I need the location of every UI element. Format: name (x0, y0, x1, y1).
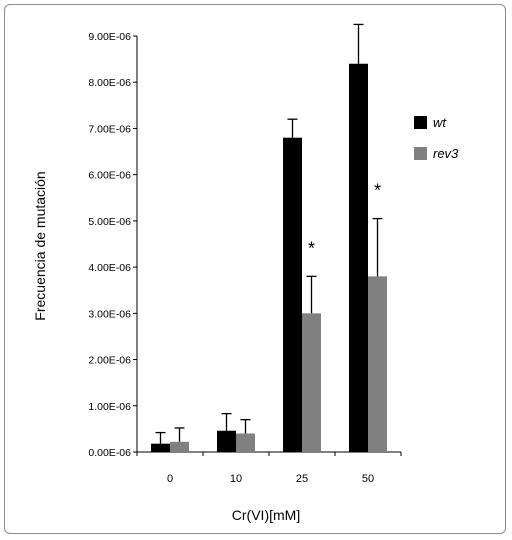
legend-label-rev3: rev3 (433, 146, 459, 161)
bar-rev3 (236, 433, 255, 452)
bar-chart: Frecuencia de mutación Cr(VI)[mM] 0.00E-… (32, 23, 459, 523)
y-tick-label: 6.00E-06 (88, 170, 131, 182)
significance-marker: * (308, 238, 315, 258)
y-tick-label: 5.00E-06 (88, 216, 131, 228)
significance-marker: * (374, 181, 381, 201)
bar-wt (283, 137, 302, 452)
y-tick-label: 3.00E-06 (88, 308, 131, 320)
bar-wt (151, 443, 170, 452)
y-tick-label: 4.00E-06 (88, 262, 131, 274)
y-tick-label: 9.00E-06 (88, 31, 131, 43)
y-axis-label: Frecuencia de mutación (32, 171, 48, 320)
bar-rev3 (368, 276, 387, 452)
y-tick-label: 2.00E-06 (88, 355, 131, 367)
chart-frame: Frecuencia de mutación Cr(VI)[mM] 0.00E-… (4, 4, 506, 534)
x-tick-label: 10 (230, 473, 242, 485)
bar-wt (217, 430, 236, 452)
y-tick-label: 7.00E-06 (88, 123, 131, 135)
x-axis-label: Cr(VI)[mM] (232, 507, 300, 523)
legend-label-wt: wt (433, 115, 447, 130)
bar-wt (349, 63, 368, 452)
x-tick-label: 0 (167, 473, 173, 485)
x-tick-label: 25 (296, 473, 308, 485)
legend-swatch-wt (414, 116, 427, 129)
legend-swatch-rev3 (414, 147, 427, 160)
y-tick-label: 8.00E-06 (88, 77, 131, 89)
bar-rev3 (302, 313, 321, 452)
x-tick-label: 50 (362, 473, 374, 485)
y-tick-label: 1.00E-06 (88, 401, 131, 413)
y-tick-label: 0.00E-06 (88, 447, 131, 459)
bar-rev3 (170, 441, 189, 452)
